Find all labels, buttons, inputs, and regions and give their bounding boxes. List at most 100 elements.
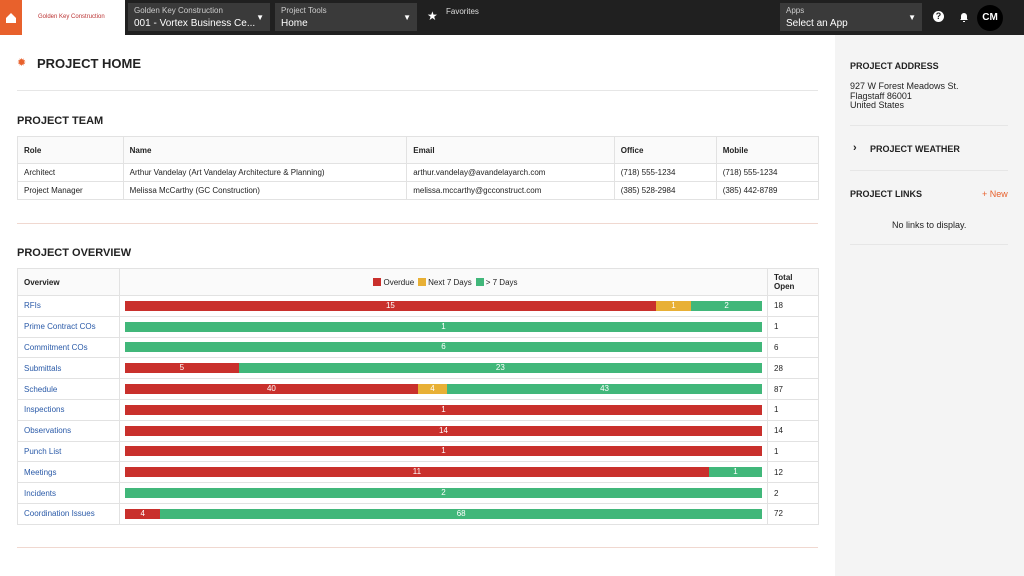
overview-row: Commitment COs 6 6 [17,336,819,359]
row-name: Prime Contract COs [17,315,120,338]
apps-label: Apps [786,6,805,15]
overview-row: Observations 14 14 [17,419,819,442]
segment-label: 4 [140,508,145,518]
total: 72 [767,502,819,525]
tools-label: Project Tools [281,6,327,15]
bar-segment: 1 [708,467,762,478]
bar-cell: 6 [119,336,768,359]
bar-segment: 2 [125,488,762,499]
home-button[interactable] [0,0,22,35]
legend-label: Overdue [383,277,415,287]
legend-label: > 7 Days [485,277,518,287]
total: 12 [767,461,819,484]
overview-row: Submittals 5 23 28 [17,357,819,380]
overview-row: Punch List 1 1 [17,440,819,463]
bar-cell: 11 1 [119,461,768,484]
project: 001 - Vortex Business Ce... [134,18,256,29]
legend-swatch [373,277,382,286]
segment-label: 1 [733,467,738,477]
bar-segment: 4 [417,384,448,395]
team-cell: (385) 442-8789 [715,181,820,200]
divider [850,125,1008,126]
team-cell: Architect [17,163,124,182]
bar-cell: 1 [119,440,768,463]
segment-label: 1 [441,321,446,331]
bar: 1 [125,446,762,457]
segment-label: 40 [266,384,276,394]
segment-label: 4 [430,384,435,394]
bar-segment: 2 [691,300,762,311]
team-cell: Melissa McCarthy (GC Construction) [122,181,408,200]
overview-row: Incidents 2 2 [17,482,819,504]
row-name: Commitment COs [17,336,120,359]
column-header: Name [122,136,408,164]
team-cell: (718) 555-1234 [715,163,820,182]
row-name: RFIs [17,295,120,317]
notifications[interactable] [958,11,970,23]
bar-segment: 43 [447,384,762,395]
total: 1 [767,440,819,463]
team-cell: (718) 555-1234 [613,163,717,182]
address-title: PROJECT ADDRESS [850,61,939,71]
total: 14 [767,419,819,442]
segment-label: 1 [671,300,676,310]
tools-selector[interactable]: Project Tools Home ▼ [275,3,417,31]
team-cell: Project Manager [17,181,124,200]
segment-label: 1 [441,446,446,456]
overview-row: Inspections 1 1 [17,398,819,421]
no-links: No links to display. [892,220,967,230]
total: 18 [767,295,819,317]
legend-swatch [418,277,427,286]
total: 1 [767,398,819,421]
bar-cell: 5 23 [119,357,768,380]
bar: 1 [125,321,762,332]
gear-icon: ✹ [17,57,27,69]
bar-cell: 15 1 2 [119,295,768,317]
bar-segment: 4 [125,508,161,519]
segment-label: 2 [724,300,729,310]
team-title: PROJECT TEAM [17,115,104,127]
bar: 4 68 [125,508,762,519]
total: 87 [767,378,819,400]
bar: 6 [125,342,762,353]
avatar[interactable]: CM [977,5,1003,31]
address-line: 927 W Forest Meadows St. [850,81,959,91]
star[interactable]: ★ [427,9,438,23]
address-line: Flagstaff 86001 [850,90,912,101]
column-header: Office [613,136,717,164]
company: Golden Key Construction [134,6,223,15]
weather-title[interactable]: PROJECT WEATHER [870,144,960,154]
overview-table: Overview Overdue Next 7 Days > 7 Days Total … [17,268,819,525]
bar-segment: 6 [125,342,762,353]
bar-cell: 4 68 [119,502,768,525]
legend: Overdue Next 7 Days > 7 Days [119,268,768,296]
bar: 2 [125,488,762,499]
overview-row: Meetings 11 1 12 [17,461,819,484]
bar-segment: 23 [238,363,762,374]
bar-segment: 40 [125,384,418,395]
project-selector[interactable]: Golden Key Construction 001 - Vortex Busi… [128,3,270,31]
segment-label: 68 [456,508,466,518]
favorites[interactable]: Favorites [446,7,479,16]
bar: 5 23 [125,363,762,374]
bar-cell: 14 [119,419,768,442]
bar-cell: 2 [119,482,768,504]
row-name: Meetings [17,461,120,484]
segment-label: 11 [412,467,422,477]
apps-selector[interactable]: Apps Select an App ▼ [780,3,922,31]
divider [17,547,818,548]
team-cell: (385) 528-2984 [613,181,717,200]
header-row: Role Name Email Office Mobile [17,136,820,164]
help[interactable]: ? [933,11,944,22]
team-cell: melissa.mccarthy@gcconstruct.com [406,181,615,200]
team-row: Project Manager Melissa McCarthy (GC Cons… [17,181,820,200]
legend-label: Next 7 Days [428,277,472,287]
chevron[interactable]: › [853,142,857,154]
divider [850,170,1008,171]
segment-label: 43 [600,384,609,394]
row-name: Incidents [17,482,120,504]
new-link[interactable]: + New [982,189,1008,199]
bar-segment: 68 [160,508,762,519]
legend-swatch [475,277,484,286]
